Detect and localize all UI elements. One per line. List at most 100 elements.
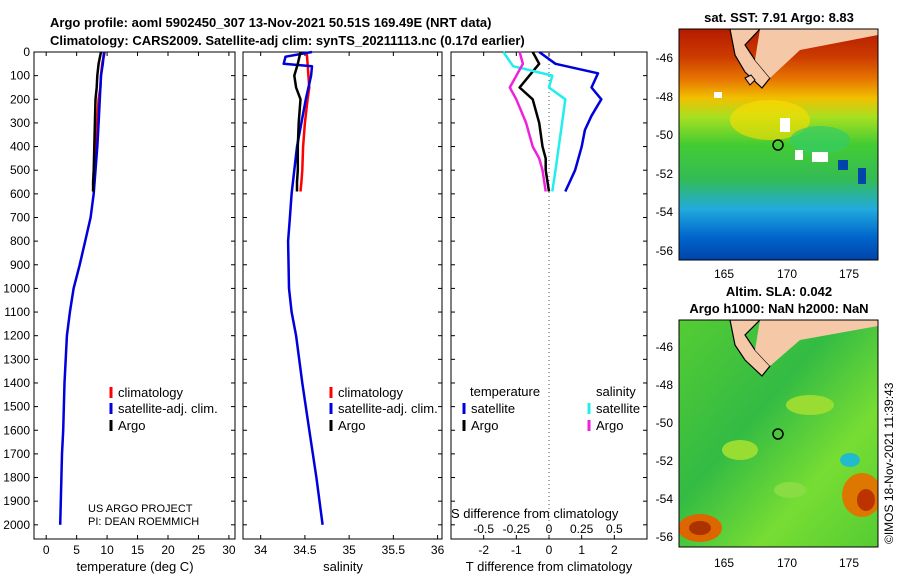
x-tick-label: -2 [478, 543, 489, 557]
x-tick-label: 15 [131, 543, 145, 557]
depth-tick-label: 600 [10, 187, 30, 201]
legend-climatology: climatology [338, 385, 404, 400]
depth-tick-label: 500 [10, 163, 30, 177]
sla-map-image [679, 320, 878, 547]
depth-tick-label: 1400 [3, 376, 30, 390]
sst-map-title: sat. SST: 7.91 Argo: 8.83 [704, 10, 854, 25]
x-tick-label: 35 [342, 543, 356, 557]
x-tick-label: 34 [254, 543, 268, 557]
legend-t-satellite: satellite [471, 401, 515, 416]
lat-tick: -46 [656, 340, 674, 354]
lon-tick: 165 [714, 556, 734, 570]
x-tick-label: 1 [578, 543, 585, 557]
depth-tick-label: 1300 [3, 352, 30, 366]
lat-tick: -52 [656, 167, 674, 181]
depth-tick-label: 1100 [4, 305, 30, 319]
difference-legend: temperature salinity satellite Argo sate… [462, 384, 640, 433]
salinity-legend: climatology satellite-adj. clim. Argo [329, 385, 438, 433]
x-tick-label: 36 [431, 543, 445, 557]
sla-map-lat-ticks: -46 -48 -50 -52 -54 -56 [656, 340, 674, 544]
sst-map-lat-ticks: -46 -48 -50 -52 -54 -56 [656, 51, 674, 258]
series-line-argo [293, 51, 302, 192]
x-tick-label: 2 [611, 543, 618, 557]
x-tick-label: 10 [100, 543, 114, 557]
x-tick-label: -1 [511, 543, 522, 557]
lat-tick: -48 [656, 90, 674, 104]
lat-tick: -54 [656, 205, 674, 219]
depth-tick-label: 900 [10, 258, 30, 272]
depth-tick-label: 1500 [3, 400, 30, 414]
depth-tick-label: 400 [10, 140, 30, 154]
s-tick-label: 0.25 [570, 522, 594, 536]
s-tick-label: 0 [546, 522, 553, 536]
sst-map-frame [678, 28, 879, 261]
x-tick-label: 20 [161, 543, 175, 557]
argo-position-marker [772, 139, 784, 151]
lat-tick: -56 [656, 530, 674, 544]
legend-s-argo: Argo [596, 418, 623, 433]
sst-map-image [679, 29, 878, 260]
depth-tick-label: 200 [10, 92, 30, 106]
depth-tick-label: 300 [10, 116, 30, 130]
depth-axis-labels: 0 100 200 300 400 500 600 700 800 900 1000 1100 1200… [3, 45, 30, 532]
x-tick-label: 0 [43, 543, 50, 557]
lon-tick: 170 [777, 267, 797, 281]
s-tick-label: 0.5 [606, 522, 623, 536]
legend-s-satellite: satellite [596, 401, 640, 416]
salinity-panel: 34 34.5 35 35.5 36 [243, 50, 445, 557]
depth-tick-label: 100 [10, 69, 30, 83]
difference-panel-frame [450, 51, 648, 540]
lat-tick: -50 [656, 416, 674, 430]
legend-argo: Argo [118, 418, 145, 433]
difference-panel: -2 -1 0 1 2 -0.5 -0.25 0 0.25 0.5 [451, 50, 647, 557]
sla-map-lon-ticks: 165 170 175 [714, 556, 859, 570]
note-project: US ARGO PROJECT [88, 503, 193, 515]
depth-tick-label: 0 [23, 45, 30, 59]
series-line-satellite-adj-clim- [282, 50, 324, 525]
depth-tick-label: 1600 [3, 423, 30, 437]
series-line-s-satellite [502, 51, 567, 192]
salinity-panel-frame [242, 51, 443, 540]
x-tick-label: 35.5 [382, 543, 406, 557]
x-tick-label: 0 [546, 543, 553, 557]
title-line-2: Climatology: CARS2009. Satellite-adj cli… [50, 33, 525, 48]
temperature-xlabel: temperature (deg C) [76, 559, 193, 574]
lat-tick: -54 [656, 492, 674, 506]
series-line-argo [91, 51, 103, 192]
sla-map-frame [678, 319, 879, 548]
legend-argo: Argo [338, 418, 365, 433]
lon-tick: 170 [777, 556, 797, 570]
difference-xlabel: T difference from climatology [466, 559, 633, 574]
series-line-climatology [299, 51, 311, 192]
depth-tick-label: 1800 [3, 471, 30, 485]
series-line-t-satellite [538, 50, 603, 193]
depth-tick-label: 800 [10, 234, 30, 248]
title-line-1: Argo profile: aoml 5902450_307 13-Nov-20… [50, 15, 492, 30]
lat-tick: -56 [656, 244, 674, 258]
lat-tick: -50 [656, 128, 674, 142]
series-line-satellite-adj-clim- [58, 51, 106, 525]
depth-tick-label: 1900 [3, 494, 30, 508]
legend-climatology: climatology [118, 385, 184, 400]
argo-position-marker [772, 428, 784, 440]
sla-map-subtitle: Argo h1000: NaN h2000: NaN [689, 301, 868, 316]
sla-map-title: Altim. SLA: 0.042 [726, 284, 832, 299]
s-difference-label: S difference from climatology [451, 506, 619, 521]
x-tick-label: 34.5 [293, 543, 317, 557]
lat-tick: -48 [656, 378, 674, 392]
temperature-legend: climatology satellite-adj. clim. Argo [109, 385, 218, 433]
legend-t-argo: Argo [471, 418, 498, 433]
lat-tick: -46 [656, 51, 674, 65]
legend-satellite: satellite-adj. clim. [338, 401, 438, 416]
depth-tick-label: 1200 [3, 329, 30, 343]
note-pi: PI: DEAN ROEMMICH [88, 516, 199, 528]
sst-map-lon-ticks: 165 170 175 [714, 267, 859, 281]
x-tick-label: 5 [73, 543, 80, 557]
s-tick-label: -0.25 [503, 522, 531, 536]
legend-salinity-title: salinity [596, 384, 636, 399]
depth-tick-label: 700 [10, 210, 30, 224]
lon-tick: 175 [839, 267, 859, 281]
lon-tick: 175 [839, 556, 859, 570]
lat-tick: -52 [656, 454, 674, 468]
